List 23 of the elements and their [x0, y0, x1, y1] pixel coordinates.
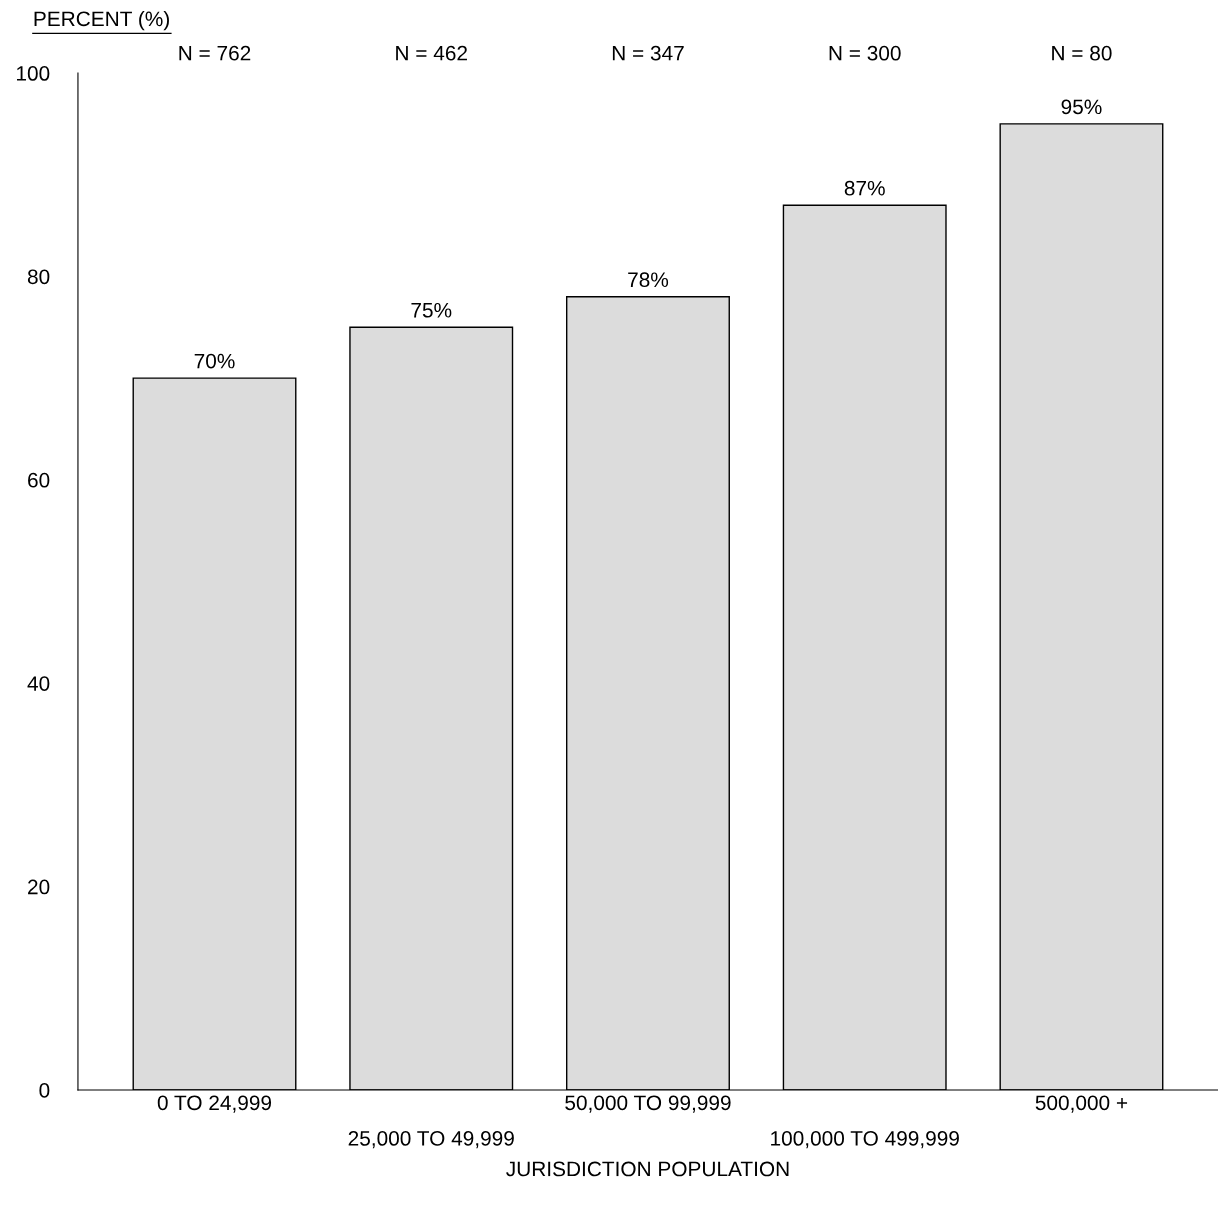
x-tick-label: 100,000 TO 499,999 — [771, 1131, 959, 1149]
text: N = 300 — [829, 45, 901, 61]
text: N = 347 — [612, 45, 684, 61]
data-label: 70% — [194, 353, 235, 369]
x-tick-label: 0 TO 24,999 — [157, 1095, 272, 1113]
text: N = 462 — [396, 45, 467, 61]
x-axis-title: JURISDICTION POPULATION — [506, 1161, 789, 1177]
y-axis-title: PERCENT (%) — [34, 10, 169, 31]
text: N = 762 — [179, 45, 251, 61]
text: N = 80 — [1052, 45, 1112, 61]
x-tick-label: 500,000 + — [1035, 1095, 1128, 1113]
data-label: 78% — [628, 272, 669, 288]
data-label: 95% — [1061, 99, 1102, 115]
y-tick-label: 20 — [28, 879, 50, 895]
y-tick-label: 0 — [39, 1083, 50, 1098]
y-tick-label: 60 — [28, 472, 50, 488]
y-tick-label: 100 — [17, 66, 50, 81]
y-tick-label: 80 — [27, 269, 50, 285]
x-tick-label: 50,000 TO 99,999 — [565, 1095, 731, 1113]
y-tick-label: 40 — [27, 676, 50, 691]
x-tick-label: 25,000 TO 49,999 — [348, 1131, 514, 1149]
data-label: 75% — [411, 302, 452, 318]
data-label: 87% — [844, 180, 885, 196]
